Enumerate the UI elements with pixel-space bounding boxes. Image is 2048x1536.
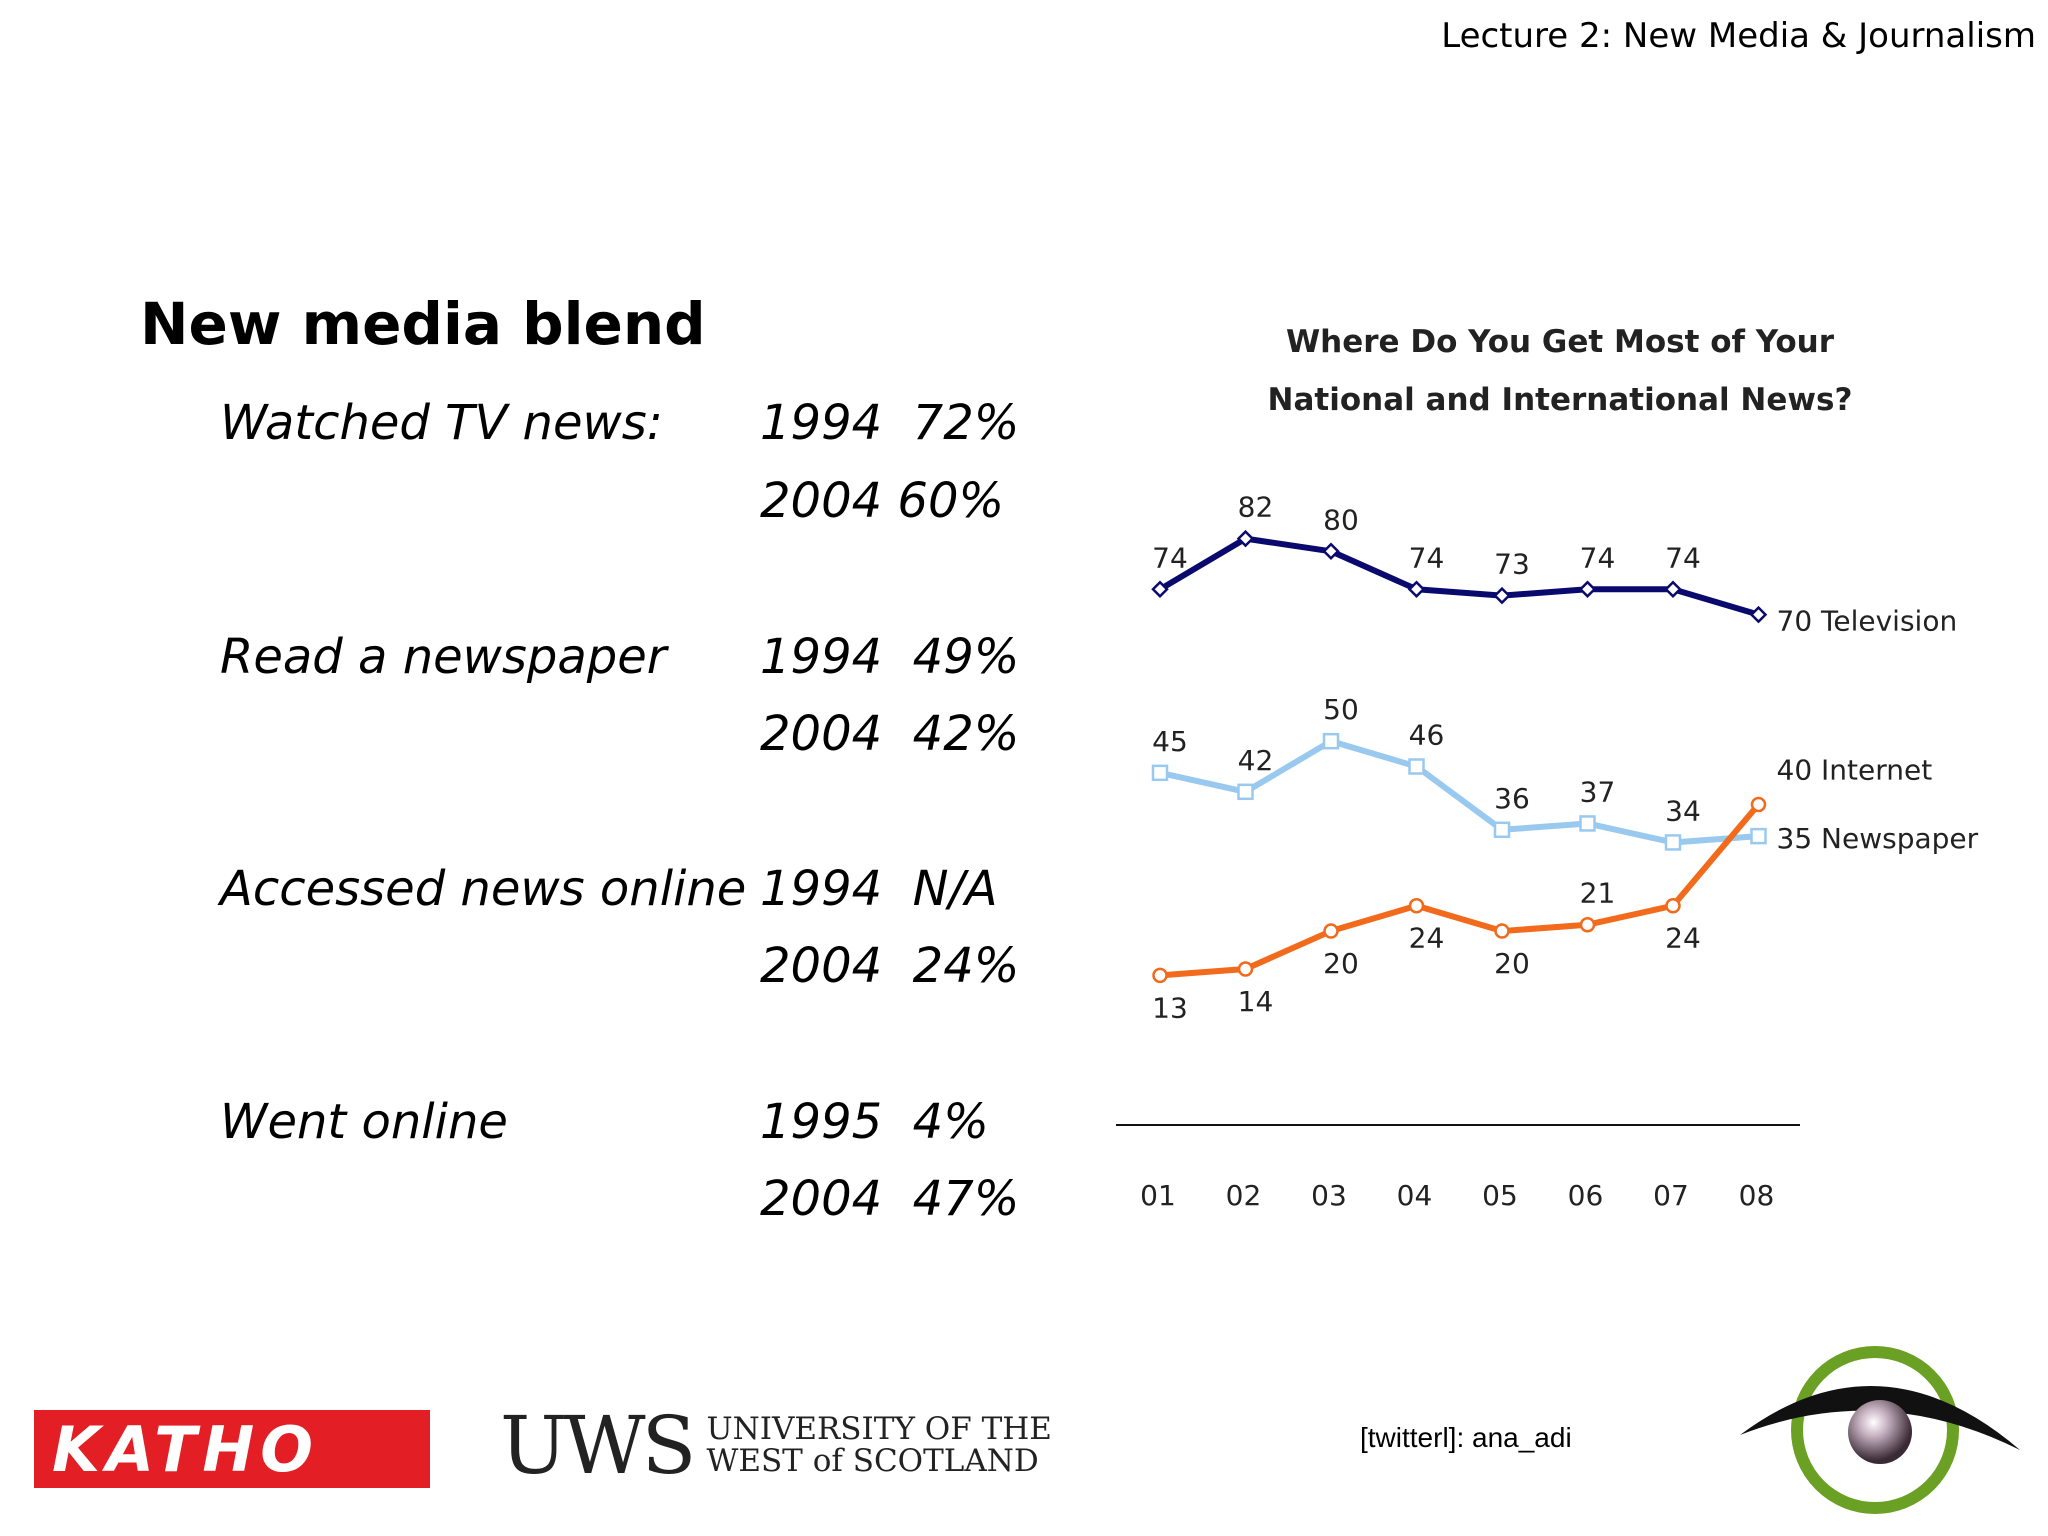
- television-data-label: 74: [1409, 541, 1445, 574]
- chart-marks: 74 82 80 74 73 74 74 45 42 50 46 36 37 34 13 14 20 24 20 21…: [1140, 491, 1978, 1212]
- internet-point: [1237, 961, 1254, 977]
- x-tick-label: 01: [1140, 1179, 1176, 1212]
- news-source-chart: Where Do You Get Most of Your National a…: [1116, 324, 1979, 1212]
- x-tick-label: 05: [1482, 1179, 1518, 1212]
- internet-data-label: 21: [1580, 877, 1616, 910]
- newspaper-point: [1151, 764, 1169, 782]
- katho-logo-text: KATHO: [52, 1412, 319, 1486]
- eye-orbit-logo: [1740, 1346, 2020, 1514]
- internet-point: [1665, 897, 1681, 914]
- stat-value: 2004 24%: [760, 938, 1020, 994]
- stat-value: 1994 72%: [760, 395, 1020, 451]
- television-data-label: 74: [1580, 541, 1616, 574]
- internet-data-label: 14: [1238, 985, 1274, 1018]
- newspaper-data-label: 34: [1665, 794, 1701, 827]
- x-tick-label: 07: [1653, 1179, 1689, 1212]
- internet-point: [1323, 923, 1339, 939]
- stat-value: 2004 47%: [760, 1171, 1020, 1227]
- television-data-label: 80: [1323, 503, 1359, 536]
- television-point: [1322, 542, 1340, 561]
- stat-value: 1994 N/A: [760, 861, 998, 917]
- stat-label: Watched TV news:: [220, 395, 663, 451]
- television-data-label: 73: [1494, 548, 1530, 581]
- television-point: [1749, 605, 1768, 624]
- series-end-label: 40 Internet: [1777, 753, 1933, 786]
- newspaper-data-label: 37: [1580, 775, 1616, 808]
- x-tick-label: 06: [1568, 1179, 1604, 1212]
- newspaper-point: [1493, 821, 1511, 839]
- internet-point: [1408, 897, 1425, 914]
- newspaper-point: [1408, 758, 1425, 775]
- stat-newspaper: Read a newspaper 1994 49% 2004 42%: [220, 629, 1040, 762]
- stats-list: Watched TV news: 1994 72% 2004 60% Read …: [220, 395, 1040, 1227]
- newspaper-data-label: 36: [1494, 782, 1530, 815]
- internet-line: [1159, 802, 1761, 979]
- newspaper-data-label: 46: [1409, 718, 1445, 751]
- stat-value: 1995 4%: [760, 1094, 989, 1150]
- stat-label: Accessed news online: [220, 861, 747, 917]
- stat-value: 1994 49%: [760, 629, 1020, 685]
- newspaper-point: [1322, 732, 1340, 750]
- katho-logo: KATHO: [34, 1410, 430, 1488]
- stat-value: 2004 42%: [760, 706, 1020, 762]
- newspaper-line: [1159, 738, 1759, 846]
- television-point: [1578, 580, 1597, 599]
- stat-value: 2004 60%: [760, 473, 1005, 529]
- television-data-label: 82: [1238, 491, 1274, 524]
- television-data-label: 74: [1665, 541, 1701, 574]
- television-data-label: 74: [1152, 541, 1188, 574]
- television-point: [1493, 586, 1511, 605]
- lecture-header: Lecture 2: New Media & Journalism: [1441, 16, 2036, 56]
- internet-data-label: 24: [1665, 922, 1701, 955]
- stat-label: Read a newspaper: [220, 629, 667, 685]
- chart-title-line-2: National and International News?: [1268, 382, 1853, 418]
- uws-logo-name: UNIVERSITY OF THE WEST of SCOTLAND: [706, 1411, 1052, 1479]
- stat-went-online: Went online 1995 4% 2004 47%: [220, 1094, 1040, 1227]
- internet-data-label: 20: [1494, 947, 1530, 980]
- newspaper-point: [1579, 815, 1596, 832]
- stat-tv: Watched TV news: 1994 72% 2004 60%: [220, 395, 1040, 529]
- newspaper-point: [1750, 827, 1767, 845]
- x-tick-label: 03: [1311, 1179, 1347, 1212]
- uws-logo-abbr: UWS: [500, 1398, 696, 1492]
- newspaper-point: [1664, 834, 1682, 851]
- newspaper-data-label: 50: [1323, 693, 1359, 726]
- television-line: [1158, 535, 1760, 618]
- internet-data-label: 20: [1323, 947, 1359, 980]
- stat-label: Went online: [220, 1094, 508, 1150]
- internet-point: [1579, 916, 1596, 933]
- newspaper-data-label: 42: [1238, 744, 1274, 777]
- x-tick-label: 04: [1397, 1179, 1433, 1212]
- stat-online-news: Accessed news online 1994 N/A 2004 24%: [220, 861, 1040, 994]
- internet-data-label: 24: [1409, 922, 1445, 955]
- television-point: [1407, 580, 1426, 599]
- television-point: [1236, 529, 1255, 548]
- slide-title: New media blend: [140, 290, 706, 358]
- uws-logo: UWS UNIVERSITY OF THE WEST of SCOTLAND: [500, 1398, 1052, 1492]
- series-end-label: 70 Television: [1777, 605, 1958, 638]
- newspaper-point: [1237, 783, 1254, 801]
- internet-point: [1750, 796, 1767, 813]
- chart-title-line-1: Where Do You Get Most of Your: [1286, 324, 1835, 360]
- internet-point: [1494, 923, 1510, 939]
- newspaper-data-label: 45: [1152, 725, 1188, 758]
- internet-data-label: 13: [1152, 991, 1188, 1024]
- x-tick-label: 08: [1739, 1179, 1775, 1212]
- series-end-label: 35 Newspaper: [1777, 822, 1979, 855]
- television-point: [1151, 580, 1169, 599]
- internet-point: [1152, 967, 1168, 984]
- television-point: [1664, 580, 1682, 599]
- twitter-handle: [twitterl]: ana_adi: [1360, 1422, 1572, 1453]
- x-tick-label: 02: [1226, 1179, 1262, 1212]
